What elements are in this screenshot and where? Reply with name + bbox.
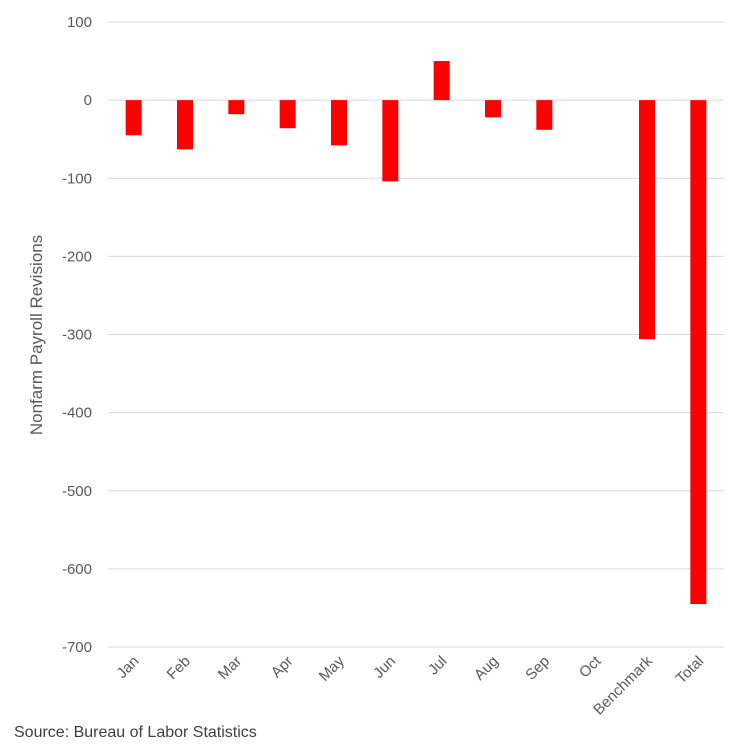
y-tick-label: 0 (84, 92, 92, 109)
y-tick-label: -700 (62, 639, 92, 656)
x-category-label: Total (673, 653, 707, 687)
bar-total (690, 100, 707, 605)
y-axis-title: Nonfarm Payroll Revisions (27, 235, 46, 435)
y-tick-labels: 100 0 -100 -200 -300 -400 -500 -600 -700 (62, 14, 92, 656)
y-tick-label: -200 (62, 248, 92, 265)
bar-jul (433, 61, 450, 101)
bar-jan (125, 100, 142, 136)
x-category-label: Apr (268, 653, 297, 682)
x-category-label: May (316, 652, 348, 684)
x-category-label: Mar (215, 653, 245, 683)
y-tick-label: -600 (62, 561, 92, 578)
bar-aug (485, 100, 501, 118)
x-category-label: Oct (576, 652, 605, 681)
source-note: Source: Bureau of Labor Statistics (14, 724, 257, 741)
bar-sep (536, 100, 553, 130)
x-category-label: Jan (113, 653, 142, 682)
bar-apr (279, 100, 296, 129)
y-tick-label: -400 (62, 405, 92, 422)
x-category-label: Feb (164, 653, 194, 683)
bar-mar (228, 100, 245, 115)
bar-feb (177, 100, 193, 150)
x-category-label: Jun (370, 653, 399, 682)
bar-may (331, 100, 347, 146)
y-tick-label: -100 (62, 170, 92, 187)
x-category-label: Sep (522, 653, 553, 684)
gridlines (108, 21, 724, 648)
y-tick-label: -500 (62, 483, 92, 500)
x-category-label: Jul (425, 653, 451, 679)
bar-benchmark (639, 100, 655, 340)
x-category-label: Aug (471, 653, 502, 684)
bars (125, 61, 707, 605)
y-tick-label: 100 (67, 14, 92, 31)
bar-jun (382, 100, 399, 182)
y-tick-label: -300 (62, 327, 92, 344)
